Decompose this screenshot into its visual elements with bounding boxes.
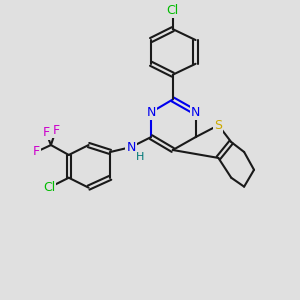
Text: H: H (136, 152, 145, 162)
Text: F: F (52, 124, 59, 137)
Text: S: S (214, 119, 222, 132)
Text: Cl: Cl (43, 181, 55, 194)
Text: N: N (127, 140, 136, 154)
Text: F: F (42, 126, 50, 139)
Text: F: F (32, 146, 40, 158)
Text: Cl: Cl (167, 4, 179, 17)
Text: N: N (191, 106, 200, 119)
Text: N: N (146, 106, 156, 119)
